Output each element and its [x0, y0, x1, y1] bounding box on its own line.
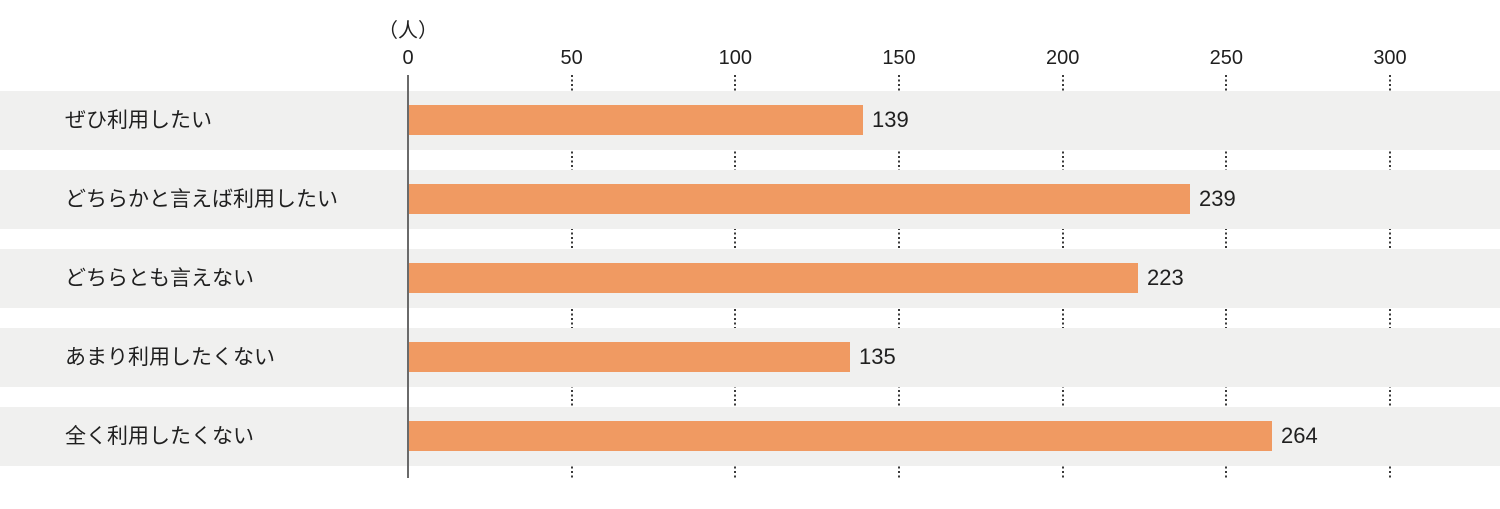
- bar-group: 223: [408, 263, 1184, 293]
- bar: [408, 421, 1272, 451]
- category-label: ぜひ利用したい: [65, 109, 212, 132]
- category-row: 全く利用したくない 264: [0, 407, 1500, 466]
- value-label: 139: [872, 107, 909, 132]
- bar: [408, 342, 850, 372]
- x-tick-label-200: 200: [1045, 47, 1080, 69]
- category-label: どちらとも言えない: [65, 267, 254, 290]
- bar: [408, 184, 1190, 214]
- x-tick-label-150: 150: [882, 47, 916, 69]
- category-label: どちらかと言えば利用したい: [65, 188, 338, 211]
- bar-group: 239: [408, 184, 1236, 214]
- axis-unit-label: （人）: [378, 20, 438, 42]
- y-axis-line: [407, 75, 409, 478]
- x-tick-label-0: 0: [402, 47, 414, 69]
- bar-group: 264: [408, 421, 1318, 451]
- value-label: 135: [859, 344, 896, 369]
- bar-group: 139: [408, 105, 909, 135]
- x-tick-label-300: 300: [1373, 47, 1407, 69]
- bar-group: 135: [408, 342, 896, 372]
- category-row: どちらとも言えない 223: [0, 249, 1500, 308]
- x-tick-label-50: 50: [560, 47, 583, 69]
- value-label: 223: [1147, 265, 1184, 290]
- category-row: あまり利用したくない 135: [0, 328, 1500, 387]
- value-label: 264: [1281, 423, 1318, 448]
- category-row: ぜひ利用したい 139: [0, 91, 1500, 150]
- bar: [408, 105, 863, 135]
- value-label: 239: [1199, 186, 1236, 211]
- category-label: あまり利用したくない: [65, 346, 275, 369]
- category-row: どちらかと言えば利用したい 239: [0, 170, 1500, 229]
- category-label: 全く利用したくない: [65, 425, 254, 448]
- bar: [408, 263, 1138, 293]
- x-tick-label-250: 250: [1209, 47, 1244, 69]
- x-tick-label-100: 100: [718, 47, 753, 69]
